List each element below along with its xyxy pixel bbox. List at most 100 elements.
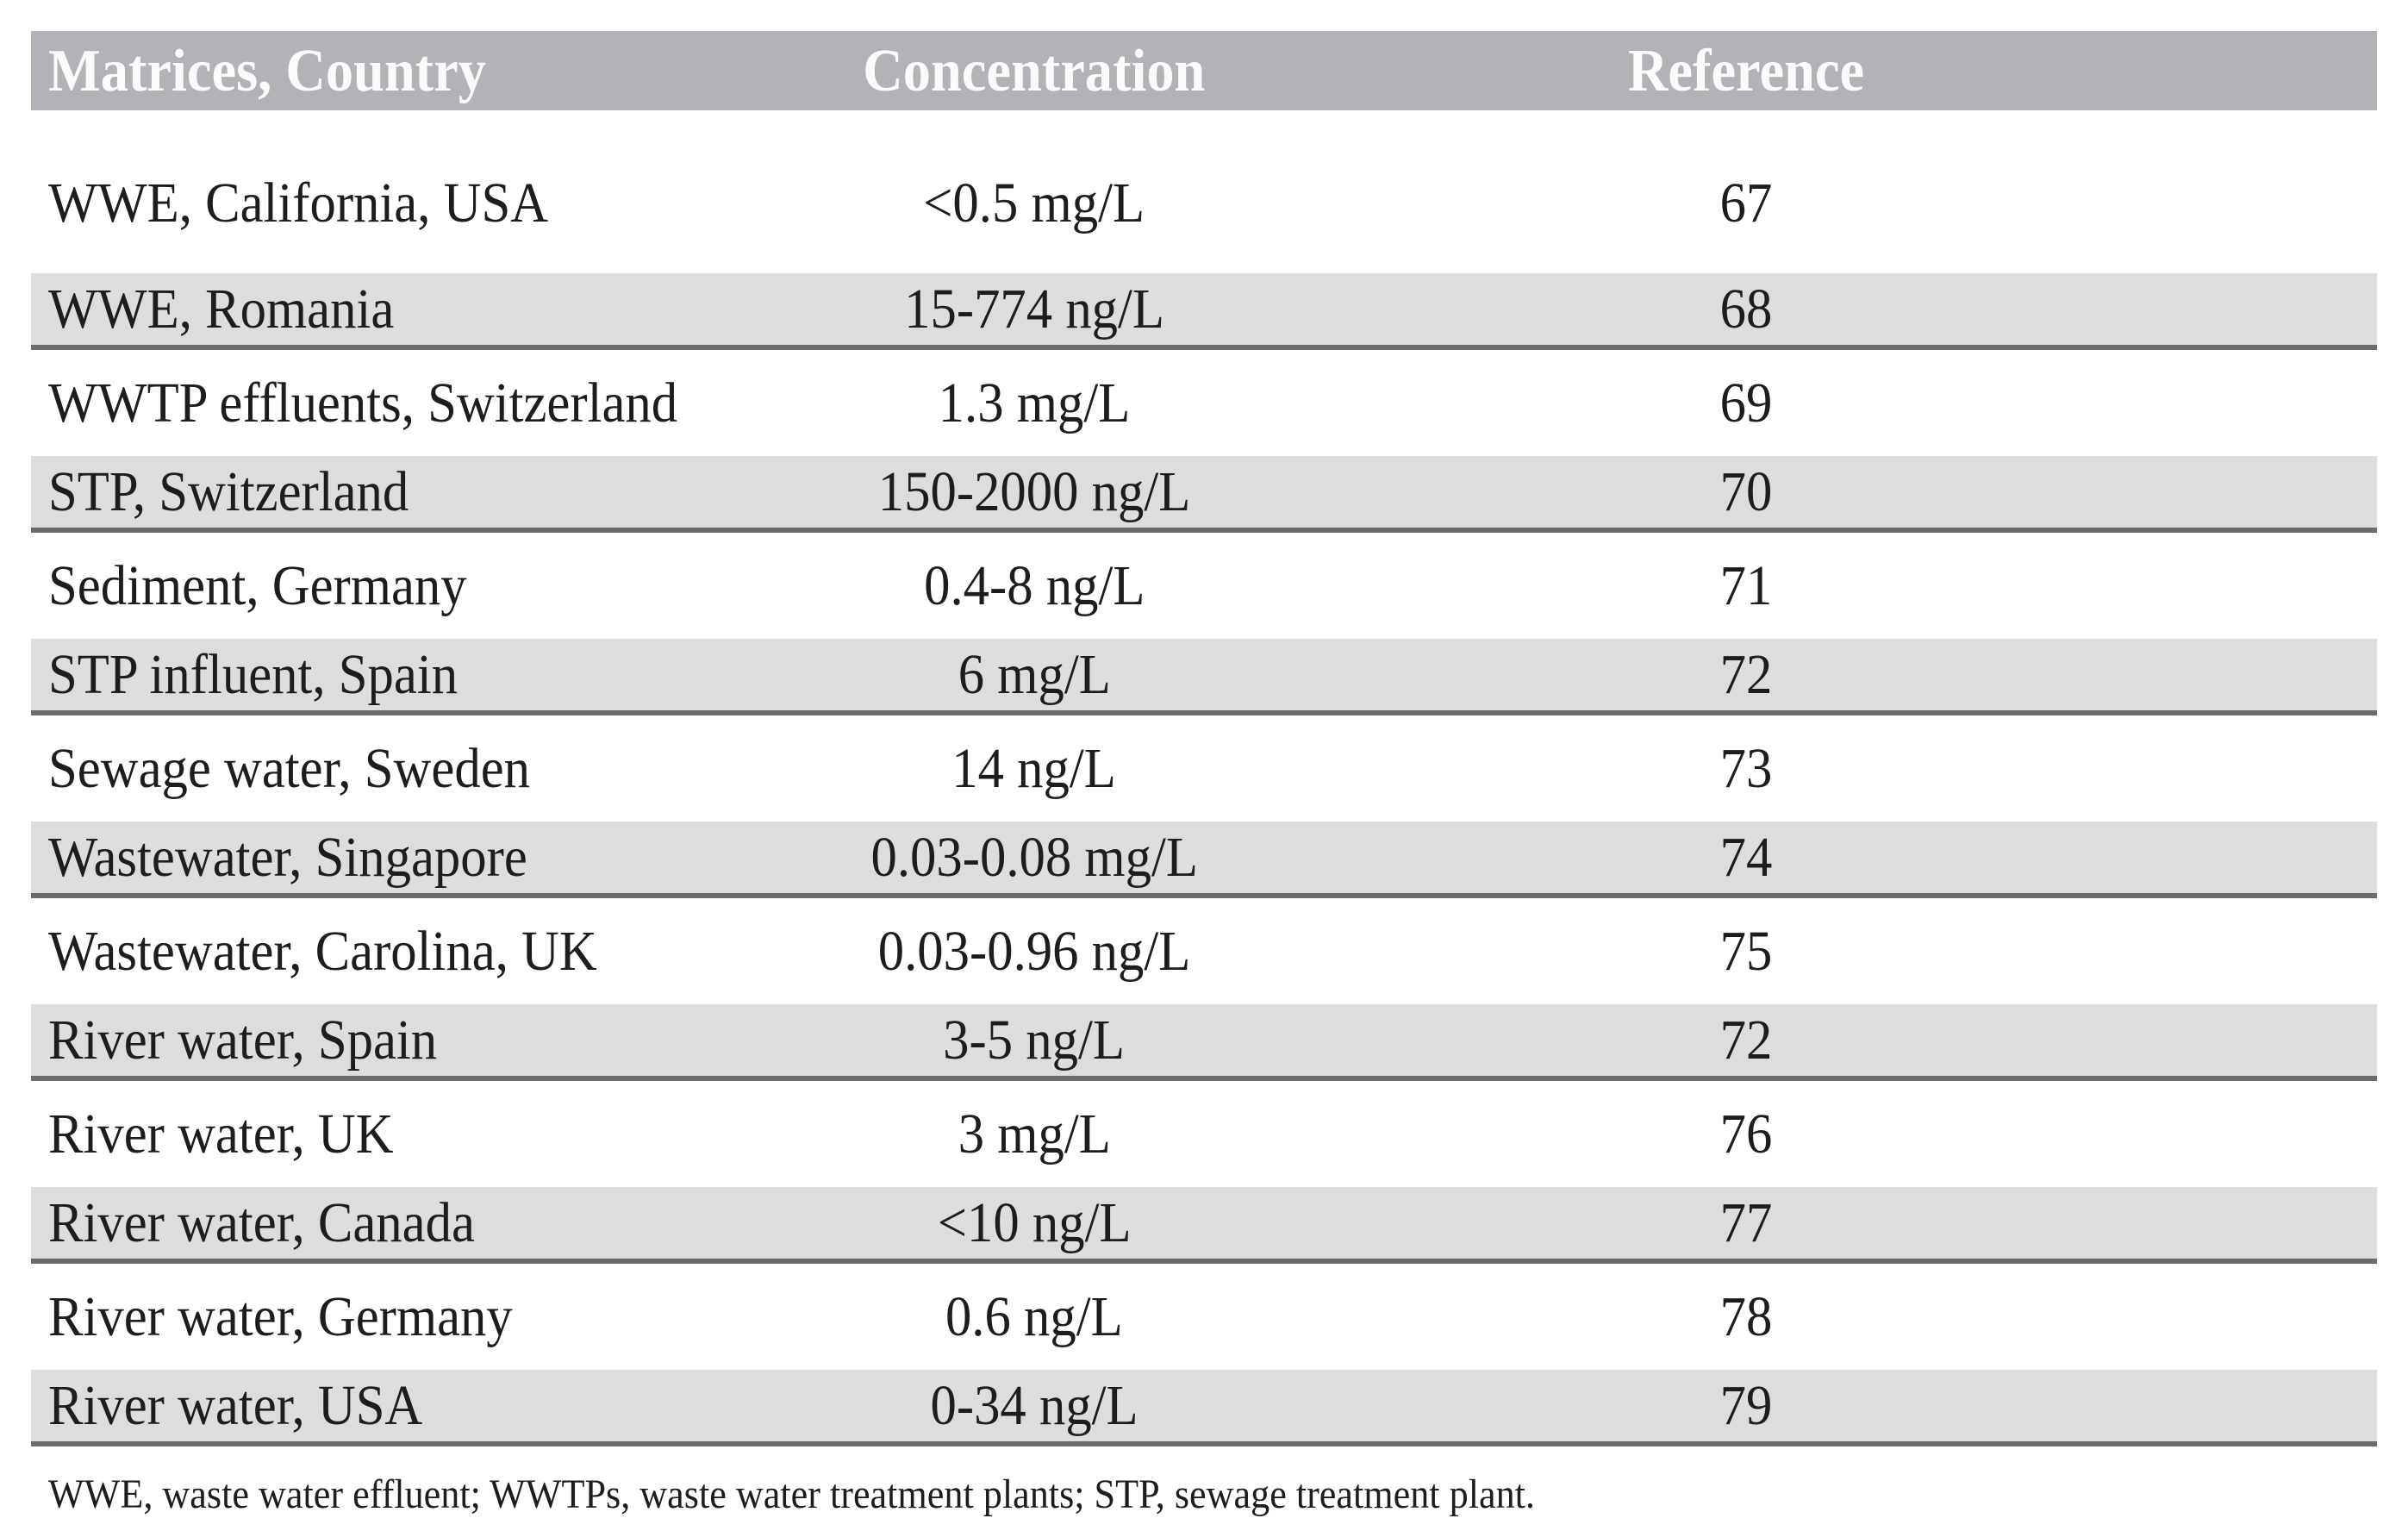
matrix-cell: Wastewater, Singapore	[31, 825, 686, 889]
concentration-text: 150-2000 ng/L	[877, 459, 1191, 523]
reference-cell: 75	[1382, 922, 2110, 980]
table-row: River water, Canada <10 ng/L 77	[31, 1187, 2377, 1264]
concentration-text: 0.6 ng/L	[945, 1284, 1123, 1348]
matrix-text: River water, Germany	[48, 1284, 513, 1348]
matrix-text: Sediment, Germany	[48, 553, 467, 617]
table-row: River water, USA 0-34 ng/L 79	[31, 1370, 2377, 1446]
table-row: Sewage water, Sweden 14 ng/L 73	[31, 715, 2377, 822]
matrix-cell: WWE, Romania	[31, 277, 686, 341]
reference-cell: 72	[1382, 1008, 2110, 1072]
reference-text: 78	[1719, 1284, 1773, 1348]
reference-text: 77	[1719, 1190, 1773, 1254]
concentration-text: 3-5 ng/L	[943, 1008, 1126, 1072]
matrix-cell: STP influent, Spain	[31, 642, 686, 706]
table-row: Wastewater, Carolina, UK 0.03-0.96 ng/L …	[31, 898, 2377, 1004]
concentration-cell: 1.3 mg/L	[686, 371, 1382, 434]
matrix-cell: WWTP effluents, Switzerland	[31, 371, 686, 434]
matrix-cell: River water, Canada	[31, 1190, 686, 1254]
matrix-text: WWE, Romania	[48, 277, 395, 341]
concentration-text: <0.5 mg/L	[923, 171, 1145, 234]
concentration-cell: 6 mg/L	[686, 642, 1382, 706]
matrix-text: River water, UK	[48, 1102, 394, 1165]
concentration-cell: 0.6 ng/L	[686, 1284, 1382, 1348]
concentration-text: 1.3 mg/L	[938, 371, 1131, 434]
matrix-cell: STP, Switzerland	[31, 459, 686, 523]
reference-cell: 76	[1382, 1102, 2110, 1165]
reference-cell: 68	[1382, 277, 2110, 341]
reference-text: 72	[1719, 1008, 1773, 1072]
concentration-text: 14 ng/L	[951, 736, 1117, 800]
concentration-cell: <0.5 mg/L	[686, 171, 1382, 234]
reference-cell: 78	[1382, 1284, 2110, 1348]
table-row: River water, UK 3 mg/L 76	[31, 1081, 2377, 1187]
concentration-text: 6 mg/L	[958, 642, 1111, 706]
reference-cell: 73	[1382, 740, 2110, 797]
matrix-cell: Sewage water, Sweden	[31, 740, 686, 797]
reference-text: 71	[1719, 553, 1773, 617]
reference-text: 70	[1719, 459, 1773, 523]
reference-cell: 71	[1382, 553, 2110, 617]
reference-text: 79	[1719, 1373, 1773, 1437]
reference-cell: 74	[1382, 825, 2110, 889]
table-row: WWE, Romania 15-774 ng/L 68	[31, 273, 2377, 350]
footnote-text: WWE, waste water effluent; WWTPs, waste …	[48, 1471, 1535, 1517]
matrix-text: River water, Spain	[48, 1008, 438, 1072]
concentration-cell: 150-2000 ng/L	[686, 459, 1382, 523]
header-cell-concentration: Concentration	[686, 41, 1382, 110]
table-row: STP, Switzerland 150-2000 ng/L 70	[31, 456, 2377, 533]
matrix-text: Sewage water, Sweden	[48, 736, 531, 800]
matrix-text: River water, Canada	[48, 1190, 475, 1254]
matrix-cell: Sediment, Germany	[31, 553, 686, 617]
reference-text: 74	[1719, 825, 1773, 889]
matrix-cell: River water, Germany	[31, 1284, 686, 1348]
reference-text: 69	[1719, 371, 1773, 434]
table-row: River water, Germany 0.6 ng/L 78	[31, 1264, 2377, 1370]
reference-text: 67	[1719, 171, 1773, 234]
table-row: Wastewater, Singapore 0.03-0.08 mg/L 74	[31, 822, 2377, 898]
concentration-cell: 0.03-0.96 ng/L	[686, 922, 1382, 980]
table-header-row: Matrices, Country Concentration Referenc…	[31, 31, 2377, 110]
table-row: Sediment, Germany 0.4-8 ng/L 71	[31, 533, 2377, 639]
concentration-cell: 3 mg/L	[686, 1102, 1382, 1165]
matrix-cell: Wastewater, Carolina, UK	[31, 922, 686, 980]
reference-text: 68	[1719, 277, 1773, 341]
reference-cell: 77	[1382, 1190, 2110, 1254]
reference-cell: 72	[1382, 642, 2110, 706]
concentration-text: 0-34 ng/L	[930, 1373, 1138, 1437]
concentration-text: 0.03-0.08 mg/L	[870, 825, 1198, 889]
concentration-cell: 15-774 ng/L	[686, 280, 1382, 338]
table-row: WWTP effluents, Switzerland 1.3 mg/L 69	[31, 350, 2377, 456]
concentration-cell: 0.4-8 ng/L	[686, 557, 1382, 615]
header-label-concentration: Concentration	[863, 38, 1206, 104]
reference-text: 76	[1719, 1102, 1773, 1165]
concentration-cell: 3-5 ng/L	[686, 1008, 1382, 1072]
concentration-text: <10 ng/L	[937, 1190, 1132, 1254]
reference-cell: 79	[1382, 1373, 2110, 1437]
concentration-cell: 14 ng/L	[686, 740, 1382, 797]
matrix-cell: River water, USA	[31, 1373, 686, 1437]
matrix-text: WWTP effluents, Switzerland	[48, 371, 678, 434]
concentration-text: 3 mg/L	[958, 1102, 1111, 1165]
reference-text: 73	[1719, 736, 1773, 800]
header-label-matrices: Matrices, Country	[48, 38, 486, 104]
concentration-table: Matrices, Country Concentration Referenc…	[31, 31, 2377, 1515]
matrix-text: Wastewater, Singapore	[48, 825, 527, 889]
concentration-cell: <10 ng/L	[686, 1190, 1382, 1254]
header-label-reference: Reference	[1627, 38, 1865, 104]
matrix-cell: WWE, California, USA	[31, 171, 686, 234]
header-cell-spacer	[2110, 102, 2377, 110]
matrix-text: STP influent, Spain	[48, 642, 459, 706]
concentration-cell: 0.03-0.08 mg/L	[686, 825, 1382, 889]
reference-cell: 67	[1382, 171, 2110, 234]
reference-text: 72	[1719, 642, 1773, 706]
table-row: River water, Spain 3-5 ng/L 72	[31, 1004, 2377, 1081]
table-body: WWE, California, USA <0.5 mg/L 67 WWE, R…	[31, 110, 2377, 1446]
matrix-text: STP, Switzerland	[48, 459, 409, 523]
table-row: STP influent, Spain 6 mg/L 72	[31, 639, 2377, 715]
table-row: WWE, California, USA <0.5 mg/L 67	[31, 110, 2377, 273]
matrix-text: River water, USA	[48, 1373, 423, 1437]
matrix-cell: River water, UK	[31, 1102, 686, 1165]
matrix-text: WWE, California, USA	[48, 171, 549, 234]
reference-cell: 69	[1382, 371, 2110, 434]
